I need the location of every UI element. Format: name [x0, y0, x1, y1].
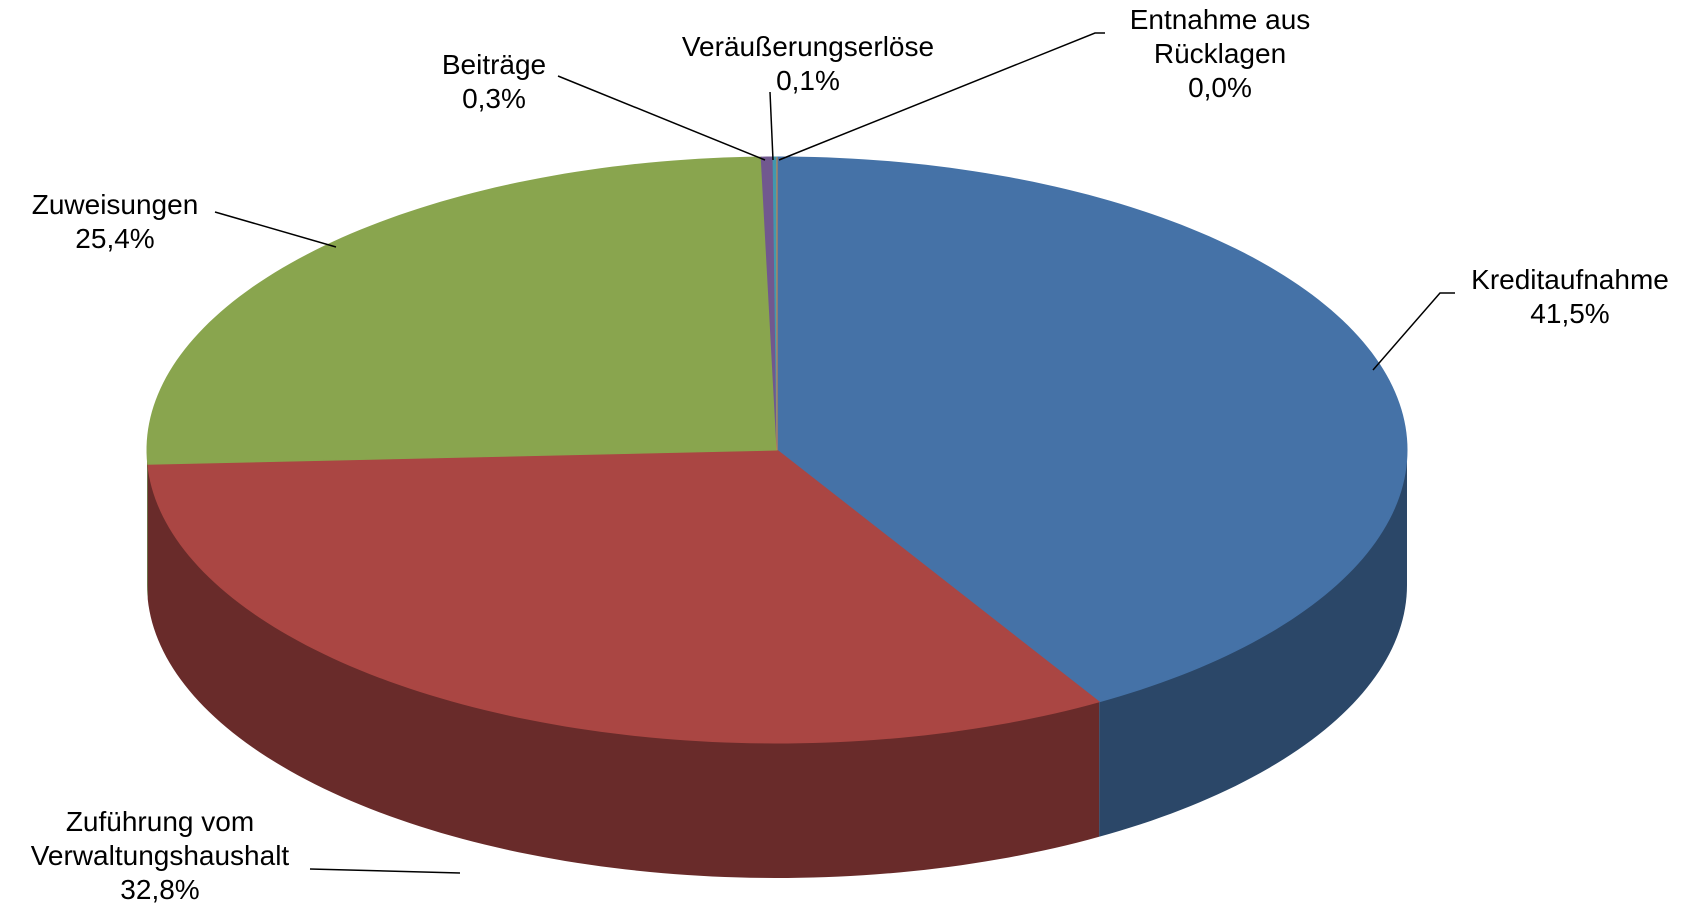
- slice-side: [1099, 450, 1407, 837]
- data-label: Zuweisungen 25,4%: [0, 188, 285, 256]
- slice-side: [147, 450, 148, 600]
- label-name: Zuweisungen: [31, 189, 199, 220]
- label-value: 0,0%: [1188, 72, 1252, 103]
- slice-side: [147, 464, 1100, 878]
- leader-line: [309, 868, 461, 874]
- label-name: Entnahme aus Rücklagen: [1129, 4, 1311, 69]
- slice: [146, 156, 778, 465]
- leader-line: [557, 75, 766, 161]
- label-value: 32,8%: [120, 874, 200, 905]
- slice: [147, 449, 1101, 744]
- data-label: Beiträge 0,3%: [324, 48, 664, 116]
- data-label: Veräußerungserlöse 0,1%: [638, 30, 978, 98]
- leader-line: [778, 32, 1105, 161]
- data-label: Zuführung vom Verwaltungshaushalt 32,8%: [0, 805, 320, 907]
- data-label: Kreditaufnahme 41,5%: [1400, 263, 1692, 331]
- label-name: Zuführung vom Verwaltungshaushalt: [30, 806, 290, 871]
- leader-line: [1372, 292, 1455, 371]
- data-label: Entnahme aus Rücklagen 0,0%: [1120, 3, 1320, 105]
- leader-line: [769, 91, 774, 161]
- label-name: Beiträge: [441, 49, 547, 80]
- label-name: Veräußerungserlöse: [681, 31, 935, 62]
- label-value: 41,5%: [1530, 298, 1610, 329]
- leader-line: [214, 211, 337, 248]
- label-value: 0,3%: [462, 83, 526, 114]
- label-name: Kreditaufnahme: [1471, 264, 1669, 295]
- label-value: 0,1%: [776, 65, 840, 96]
- label-value: 25,4%: [75, 223, 155, 254]
- slice: [776, 156, 1408, 703]
